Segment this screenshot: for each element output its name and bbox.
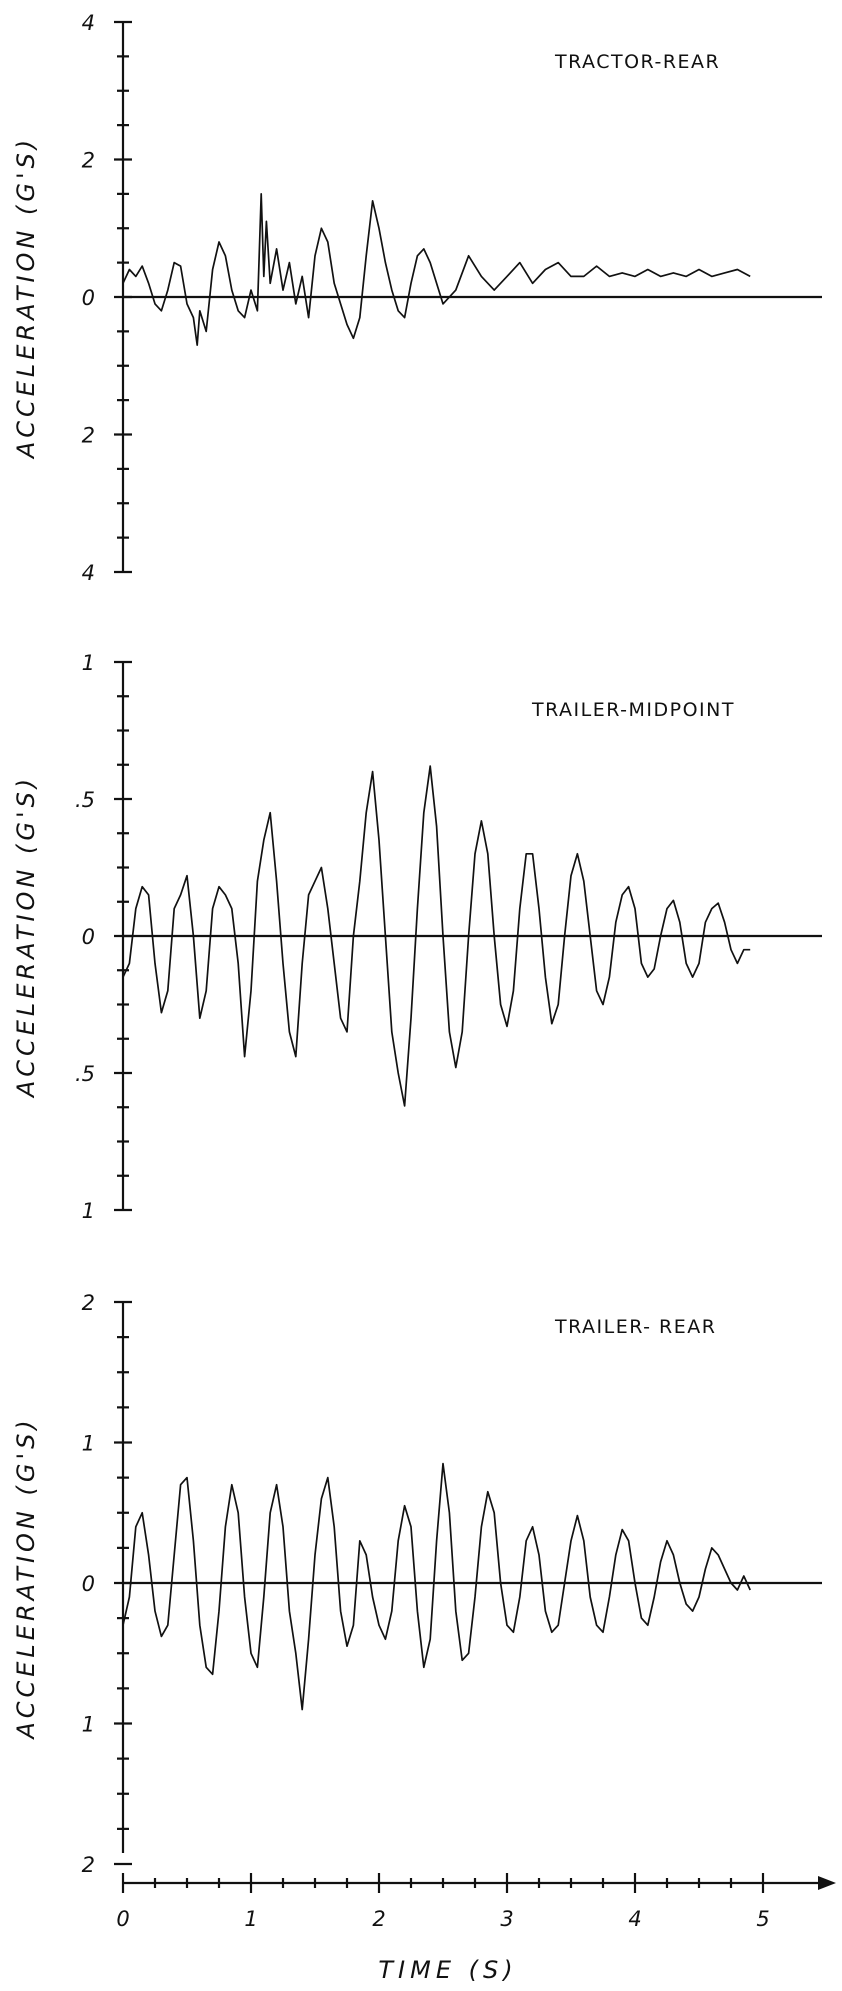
y-tick-label: 1 — [82, 1432, 95, 1456]
y-tick-label: 2 — [82, 424, 95, 448]
chart-panel-2: 1 .5 0 .5 1 TRAILER-MIDPOINT ACCELERATION (G'S… — [12, 651, 822, 1223]
x-tick-label: 1 — [244, 1907, 257, 1931]
x-axis-arrowhead — [818, 1876, 836, 1890]
y-axis-label: ACCELERATION (G'S) — [12, 1416, 40, 1740]
acceleration-trace — [122, 1462, 751, 1711]
chart-panel-3: 2 1 0 1 2 TRAILER- REAR ACCELERATION (G'S) 0 1 2 3… — [12, 1291, 836, 1984]
y-tick-label: .5 — [75, 788, 95, 812]
y-tick-label: 0 — [82, 286, 95, 310]
y-tick-label: 0 — [82, 1572, 95, 1596]
y-tick-label: 0 — [82, 925, 95, 949]
chart-title: TRAILER-MIDPOINT — [531, 699, 735, 721]
x-tick-label: 4 — [628, 1907, 641, 1931]
acceleration-trace — [122, 193, 751, 346]
y-tick-label: 2 — [82, 1853, 95, 1877]
y-tick-label: 1 — [82, 1199, 95, 1223]
chart-panel-1: 4 2 0 2 4 TRACTOR-REAR ACCELERATION (G'S) — [12, 11, 822, 585]
y-axis-label: ACCELERATION (G'S) — [12, 136, 40, 460]
y-tick-label: 1 — [82, 1713, 95, 1737]
acceleration-trace — [122, 765, 751, 1107]
chart-title: TRAILER- REAR — [554, 1316, 716, 1338]
x-axis-label: TIME (S) — [378, 1956, 517, 1984]
y-tick-label: 2 — [82, 149, 95, 173]
y-tick-label: 1 — [82, 651, 95, 675]
y-tick-label: 2 — [82, 1291, 95, 1315]
y-axis-label: ACCELERATION (G'S) — [12, 775, 40, 1099]
x-tick-label: 2 — [372, 1907, 385, 1931]
time-axis: 0 1 2 3 4 5 TIME (S) — [116, 1873, 836, 1984]
charts-group: 4 2 0 2 4 TRACTOR-REAR ACCELERATION (G'S) 1 .5 0.… — [12, 11, 836, 1984]
y-tick-label: 4 — [82, 561, 95, 585]
x-tick-label: 3 — [500, 1907, 513, 1931]
y-tick-label: 4 — [82, 11, 95, 35]
y-tick-label: .5 — [75, 1062, 95, 1086]
x-tick-label: 5 — [756, 1907, 769, 1931]
chart-title: TRACTOR-REAR — [554, 51, 720, 73]
x-tick-label: 0 — [116, 1907, 129, 1931]
